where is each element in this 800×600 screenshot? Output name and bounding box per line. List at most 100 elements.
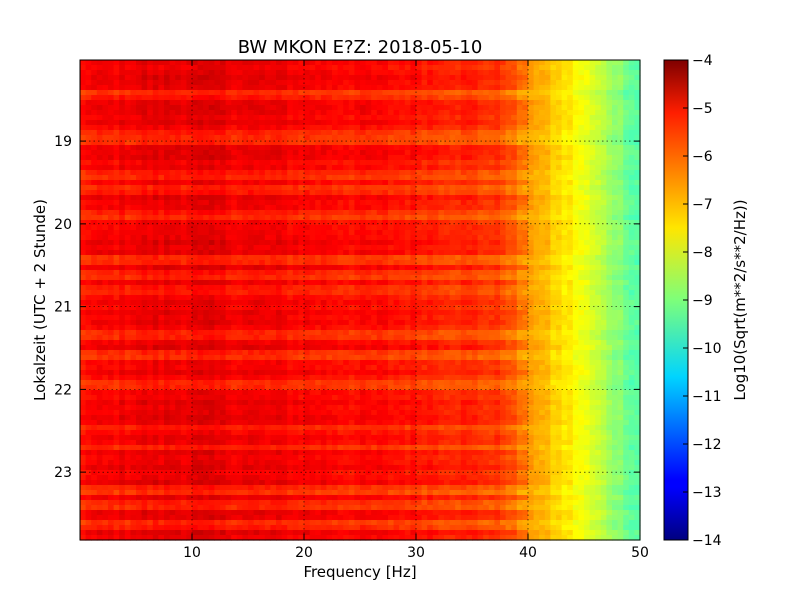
heatmap-cell <box>124 300 131 306</box>
heatmap-cell <box>376 85 383 91</box>
heatmap-cell <box>309 230 316 236</box>
heatmap-cell <box>276 120 283 126</box>
heatmap-cell <box>432 235 439 241</box>
heatmap-cell <box>259 135 266 141</box>
heatmap-cell <box>404 295 411 301</box>
heatmap-cell <box>337 75 344 81</box>
heatmap-cell <box>634 140 641 146</box>
heatmap-cell <box>365 220 372 226</box>
heatmap-cell <box>410 225 417 231</box>
heatmap-cell <box>85 305 92 311</box>
heatmap-cell <box>208 280 215 286</box>
heatmap-cell <box>612 205 619 211</box>
heatmap-cell <box>617 300 624 306</box>
heatmap-cell <box>388 105 395 111</box>
heatmap-cell <box>544 165 551 171</box>
heatmap-cell <box>360 290 367 296</box>
heatmap-cell <box>399 175 406 181</box>
heatmap-cell <box>623 85 630 91</box>
heatmap-cell <box>270 265 277 271</box>
heatmap-cell <box>427 205 434 211</box>
heatmap-cell <box>281 225 288 231</box>
heatmap-cell <box>589 95 596 101</box>
heatmap-cell <box>483 155 490 161</box>
heatmap-cell <box>85 220 92 226</box>
heatmap-cell <box>612 90 619 96</box>
heatmap-cell <box>203 170 210 176</box>
heatmap-cell <box>348 285 355 291</box>
heatmap-cell <box>477 225 484 231</box>
heatmap-cell <box>304 270 311 276</box>
heatmap-cell <box>449 215 456 221</box>
heatmap-cell <box>600 230 607 236</box>
heatmap-cell <box>399 135 406 141</box>
heatmap-cell <box>612 100 619 106</box>
heatmap-cell <box>432 195 439 201</box>
heatmap-cell <box>466 65 473 71</box>
heatmap-cell <box>298 285 305 291</box>
heatmap-cell <box>595 265 602 271</box>
heatmap-cell <box>326 145 333 151</box>
heatmap-cell <box>578 300 585 306</box>
heatmap-cell <box>91 220 98 226</box>
heatmap-cell <box>399 145 406 151</box>
heatmap-cell <box>259 215 266 221</box>
heatmap-cell <box>516 305 523 311</box>
heatmap-cell <box>449 270 456 276</box>
heatmap-cell <box>376 70 383 76</box>
heatmap-cell <box>589 120 596 126</box>
heatmap-cell <box>567 125 574 131</box>
heatmap-cell <box>108 245 115 251</box>
heatmap-cell <box>130 210 137 216</box>
heatmap-cell <box>96 265 103 271</box>
heatmap-cell <box>164 195 171 201</box>
heatmap-cell <box>242 305 249 311</box>
heatmap-cell <box>365 80 372 86</box>
heatmap-cell <box>337 290 344 296</box>
heatmap-cell <box>315 155 322 161</box>
heatmap-cell <box>455 115 462 121</box>
heatmap-cell <box>298 140 305 146</box>
heatmap-cell <box>550 75 557 81</box>
heatmap-cell <box>617 235 624 241</box>
heatmap-cell <box>259 290 266 296</box>
heatmap-cell <box>477 65 484 71</box>
heatmap-cell <box>158 305 165 311</box>
heatmap-cell <box>197 210 204 216</box>
heatmap-cell <box>393 95 400 101</box>
heatmap-cell <box>460 75 467 81</box>
heatmap-cell <box>393 65 400 71</box>
heatmap-cell <box>578 260 585 266</box>
heatmap-cell <box>477 140 484 146</box>
heatmap-cell <box>567 215 574 221</box>
heatmap-cell <box>348 205 355 211</box>
heatmap-cell <box>365 140 372 146</box>
heatmap-cell <box>432 215 439 221</box>
heatmap-cell <box>96 90 103 96</box>
heatmap-cell <box>130 70 137 76</box>
heatmap-cell <box>410 265 417 271</box>
heatmap-cell <box>494 195 501 201</box>
heatmap-cell <box>248 225 255 231</box>
heatmap-cell <box>141 100 148 106</box>
heatmap-cell <box>404 200 411 206</box>
heatmap-cell <box>152 150 159 156</box>
heatmap-cell <box>589 105 596 111</box>
heatmap-cell <box>214 140 221 146</box>
heatmap-cell <box>561 210 568 216</box>
heatmap-cell <box>220 120 227 126</box>
heatmap-cell <box>477 235 484 241</box>
heatmap-cell <box>511 65 518 71</box>
heatmap-cell <box>522 140 529 146</box>
heatmap-cell <box>197 245 204 251</box>
heatmap-cell <box>371 85 378 91</box>
heatmap-cell <box>511 185 518 191</box>
heatmap-cell <box>326 280 333 286</box>
heatmap-cell <box>455 195 462 201</box>
heatmap-cell <box>214 125 221 131</box>
heatmap-cell <box>584 275 591 281</box>
heatmap-cell <box>595 140 602 146</box>
heatmap-cell <box>483 250 490 256</box>
heatmap-cell <box>281 240 288 246</box>
heatmap-cell <box>427 305 434 311</box>
